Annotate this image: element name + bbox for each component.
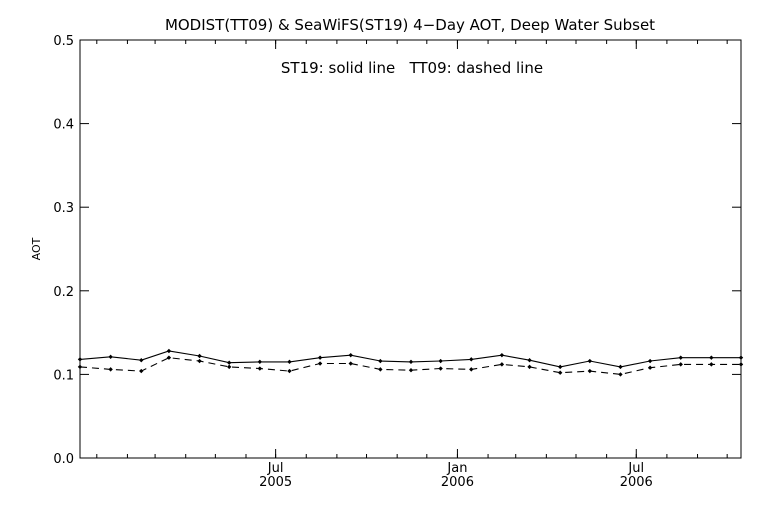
data-point-tt09 <box>469 367 474 372</box>
y-tick-label: 0.0 <box>53 452 74 467</box>
plot-area <box>77 348 744 377</box>
data-point-st19 <box>587 358 593 364</box>
plot-frame <box>79 39 742 459</box>
data-point-tt09 <box>257 366 263 371</box>
data-point-st19 <box>226 360 232 365</box>
data-point-tt09 <box>378 367 383 372</box>
data-point-st19 <box>166 348 172 354</box>
y-tick-label: 0.1 <box>53 368 74 383</box>
x-tick-year: 2005 <box>259 475 292 490</box>
data-point-tt09 <box>618 372 623 377</box>
data-point-tt09 <box>348 361 353 366</box>
data-point-tt09 <box>226 364 232 370</box>
data-point-st19 <box>378 358 383 364</box>
data-point-tt09 <box>317 361 323 366</box>
data-point-st19 <box>287 359 292 365</box>
data-point-st19 <box>647 358 653 364</box>
y-tick-label: 0.2 <box>53 285 74 300</box>
data-point-tt09 <box>287 368 292 374</box>
x-tick-label: Jul <box>267 461 284 476</box>
data-point-st19 <box>348 352 353 358</box>
data-point-st19 <box>257 359 263 365</box>
x-tick-label: Jan <box>446 461 467 476</box>
data-point-st19 <box>527 357 532 363</box>
chart-annotation: ST19: solid line TT09: dashed line <box>281 59 543 77</box>
data-point-tt09 <box>108 367 113 372</box>
data-point-st19 <box>108 354 113 360</box>
y-axis-label: AOT <box>30 237 43 260</box>
data-point-tt09 <box>587 368 593 374</box>
data-point-st19 <box>197 353 202 359</box>
x-tick-year: 2006 <box>620 475 653 490</box>
data-point-tt09 <box>408 368 414 373</box>
data-point-tt09 <box>709 362 714 367</box>
data-point-st19 <box>438 358 443 364</box>
data-point-st19 <box>469 357 474 362</box>
data-point-tt09 <box>438 366 443 371</box>
data-point-tt09 <box>557 370 563 375</box>
data-point-st19 <box>618 364 623 370</box>
data-point-st19 <box>678 355 683 360</box>
data-point-tt09 <box>647 365 653 370</box>
chart-title: MODIST(TT09) & SeaWiFS(ST19) 4−Day AOT, … <box>165 16 655 34</box>
y-tick-label: 0.5 <box>53 34 74 49</box>
data-point-st19 <box>709 355 714 360</box>
data-point-st19 <box>408 359 414 365</box>
x-tick-label: Jul <box>627 461 644 476</box>
data-point-st19 <box>557 364 563 370</box>
data-point-st19 <box>317 355 323 360</box>
data-point-tt09 <box>166 355 172 360</box>
x-tick-year: 2006 <box>441 475 474 490</box>
data-point-tt09 <box>527 364 532 370</box>
data-point-tt09 <box>197 358 202 364</box>
y-tick-label: 0.4 <box>53 118 74 133</box>
data-point-tt09 <box>139 368 144 374</box>
data-point-tt09 <box>499 362 505 367</box>
y-tick-label: 0.3 <box>53 201 74 216</box>
data-point-st19 <box>499 352 505 358</box>
data-point-tt09 <box>678 362 683 367</box>
data-point-st19 <box>139 357 144 363</box>
y-axis: 0.0 0.1 0.2 0.3 0.4 0.5 <box>53 34 741 467</box>
